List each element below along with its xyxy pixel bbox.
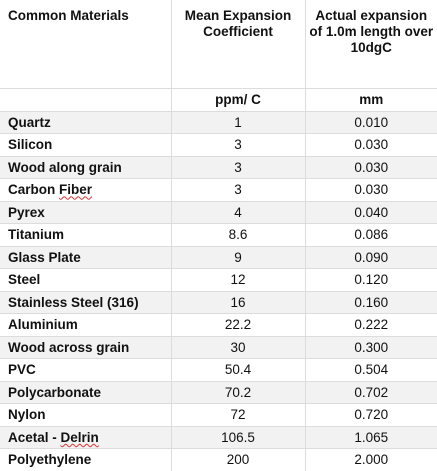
cell-material: Pyrex <box>0 200 172 224</box>
cell-coefficient: 3 <box>171 133 306 156</box>
cell-expansion: 0.030 <box>305 178 437 201</box>
header-coefficient[interactable]: Mean Expansion Coefficient <box>171 0 306 89</box>
unit-materials <box>0 88 172 111</box>
cell-expansion: 0.040 <box>305 200 437 224</box>
table-row[interactable]: Aluminium 22.2 0.222 <box>0 313 437 336</box>
table-row[interactable]: Acetal - Delrin 106.5 1.065 <box>0 425 437 449</box>
header-row: Common Materials Mean Expansion Coeffici… <box>0 0 437 89</box>
cell-material: Quartz <box>0 110 172 134</box>
table-row[interactable]: Polyethylene 200 2.000 <box>0 448 437 471</box>
table-row[interactable]: Steel 12 0.120 <box>0 268 437 291</box>
cell-coefficient: 12 <box>171 268 306 291</box>
cell-coefficient: 50.4 <box>171 358 306 381</box>
table-row[interactable]: Quartz 1 0.010 <box>0 110 437 134</box>
table-row[interactable]: Silicon 3 0.030 <box>0 133 437 156</box>
cell-coefficient: 3 <box>171 178 306 201</box>
cell-material: Wood along grain <box>0 155 172 179</box>
cell-expansion: 0.222 <box>305 313 437 336</box>
cell-coefficient: 9 <box>171 245 306 269</box>
cell-material: Acetal - Delrin <box>0 425 172 449</box>
cell-expansion: 0.300 <box>305 335 437 359</box>
cell-expansion: 0.702 <box>305 380 437 404</box>
cell-expansion: 0.086 <box>305 223 437 246</box>
table-row[interactable]: Polycarbonate 70.2 0.702 <box>0 380 437 404</box>
unit-coefficient: ppm/ C <box>171 88 306 111</box>
units-row: ppm/ C mm <box>0 88 437 111</box>
cell-coefficient: 4 <box>171 200 306 224</box>
cell-coefficient: 72 <box>171 403 306 426</box>
cell-coefficient: 3 <box>171 155 306 179</box>
cell-material: PVC <box>0 358 172 381</box>
table-row[interactable]: Pyrex 4 0.040 <box>0 200 437 224</box>
table-body: ppm/ C mm Quartz 1 0.010 Silicon 3 0.030 Wood … <box>0 88 437 471</box>
cell-material: Polycarbonate <box>0 380 172 404</box>
cell-expansion: 0.010 <box>305 110 437 134</box>
cell-expansion: 0.720 <box>305 403 437 426</box>
cell-material: Wood across grain <box>0 335 172 359</box>
unit-expansion: mm <box>305 88 437 111</box>
table-row[interactable]: Wood along grain 3 0.030 <box>0 155 437 179</box>
cell-expansion: 0.120 <box>305 268 437 291</box>
table-row[interactable]: Glass Plate 9 0.090 <box>0 245 437 269</box>
cell-expansion: 0.030 <box>305 133 437 156</box>
cell-material: Carbon Fiber <box>0 178 172 201</box>
header-expansion[interactable]: Actual expansion of 1.0m length over 10d… <box>309 8 434 55</box>
table-row[interactable]: Stainless Steel (316) 16 0.160 <box>0 290 437 314</box>
cell-expansion: 0.090 <box>305 245 437 269</box>
table-row[interactable]: Wood across grain 30 0.300 <box>0 335 437 359</box>
cell-coefficient: 200 <box>171 448 306 471</box>
cell-expansion: 0.504 <box>305 358 437 381</box>
cell-expansion: 2.000 <box>305 448 437 471</box>
cell-material: Glass Plate <box>0 245 172 269</box>
table-row[interactable]: Nylon 72 0.720 <box>0 403 437 426</box>
cell-coefficient: 106.5 <box>171 425 306 449</box>
cell-coefficient: 8.6 <box>171 223 306 246</box>
cell-material: Polyethylene <box>0 448 172 471</box>
cell-material: Titanium <box>0 223 172 246</box>
cell-material: Stainless Steel (316) <box>0 290 172 314</box>
cell-coefficient: 22.2 <box>171 313 306 336</box>
table-header: Common Materials Mean Expansion Coeffici… <box>0 0 437 89</box>
cell-coefficient: 16 <box>171 290 306 314</box>
cell-coefficient: 70.2 <box>171 380 306 404</box>
table-row[interactable]: PVC 50.4 0.504 <box>0 358 437 381</box>
cell-material: Steel <box>0 268 172 291</box>
cell-expansion: 0.160 <box>305 290 437 314</box>
cell-expansion: 0.030 <box>305 155 437 179</box>
cell-material: Aluminium <box>0 313 172 336</box>
cell-coefficient: 30 <box>171 335 306 359</box>
header-materials[interactable]: Common Materials <box>0 0 172 89</box>
cell-coefficient: 1 <box>171 110 306 134</box>
table-row[interactable]: Carbon Fiber 3 0.030 <box>0 178 437 201</box>
cell-material: Nylon <box>0 403 172 426</box>
table-row[interactable]: Titanium 8.6 0.086 <box>0 223 437 246</box>
cell-expansion: 1.065 <box>305 425 437 449</box>
cell-material: Silicon <box>0 133 172 156</box>
